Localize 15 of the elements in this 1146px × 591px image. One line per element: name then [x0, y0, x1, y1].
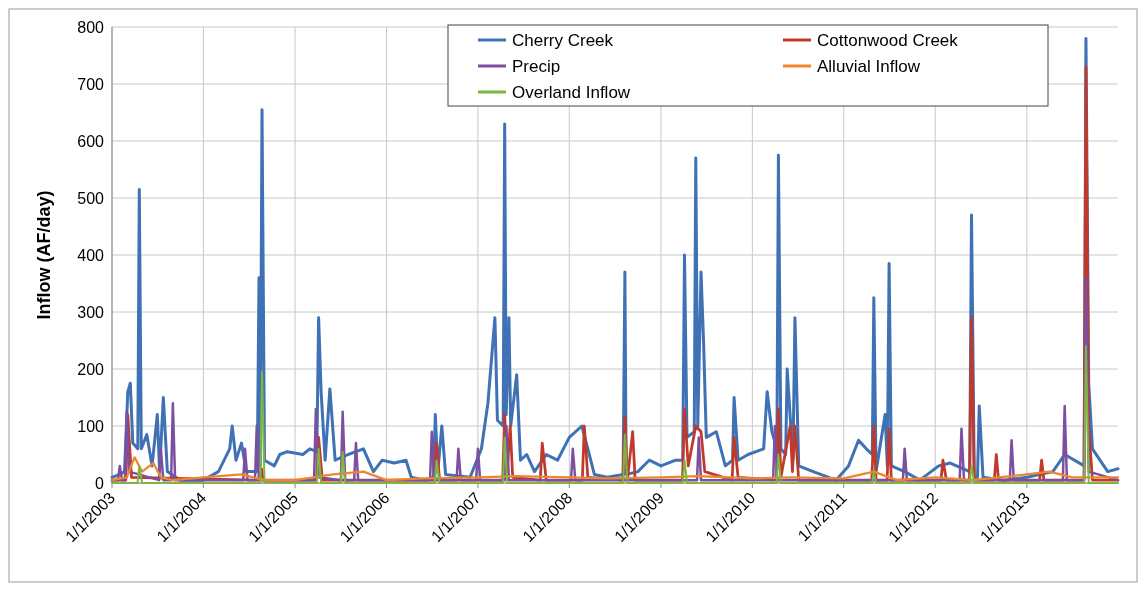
- y-tick-label: 500: [77, 189, 105, 207]
- y-tick-label: 300: [77, 303, 105, 321]
- y-axis-title: Inflow (AF/day): [34, 190, 54, 320]
- legend-label: Cherry Creek: [512, 30, 614, 50]
- legend-label: Precip: [512, 56, 561, 76]
- legend-label: Cottonwood Creek: [817, 30, 959, 50]
- y-tick-label: 800: [77, 18, 105, 36]
- y-tick-label: 0: [95, 474, 105, 492]
- legend-label: Alluvial Inflow: [817, 56, 921, 76]
- legend-label: Overland Inflow: [512, 82, 631, 102]
- y-tick-label: 600: [77, 132, 105, 150]
- y-tick-label: 100: [77, 417, 105, 435]
- y-tick-label: 400: [77, 246, 105, 264]
- y-tick-label: 200: [77, 360, 105, 378]
- y-tick-label: 700: [77, 75, 105, 93]
